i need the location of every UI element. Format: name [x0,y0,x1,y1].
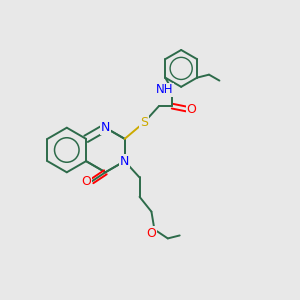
Text: NH: NH [156,83,174,96]
Text: O: O [82,175,92,188]
Text: N: N [120,154,129,168]
Text: O: O [187,103,196,116]
Text: O: O [146,226,156,240]
Text: N: N [101,121,110,134]
Text: S: S [140,116,148,129]
